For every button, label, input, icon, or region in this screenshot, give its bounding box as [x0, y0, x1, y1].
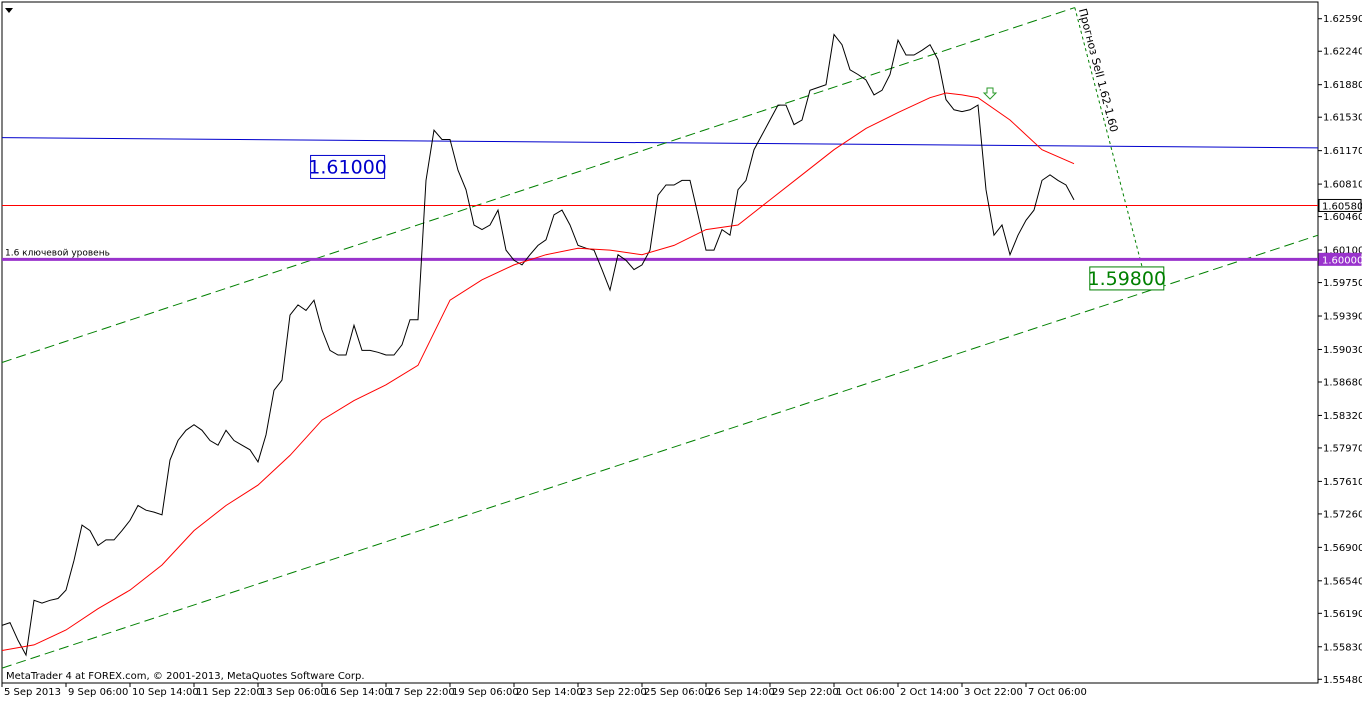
level-note: 1.6 ключевой уровень	[5, 248, 110, 258]
x-tick-label: 1 Oct 06:00	[836, 687, 895, 698]
y-tick-label: 1.56540	[1323, 576, 1362, 587]
y-tick-label: 1.60100	[1323, 246, 1362, 257]
x-tick-label: 2 Oct 14:00	[900, 687, 959, 698]
y-tick-label: 1.57610	[1323, 477, 1362, 488]
menu-triangle[interactable]	[5, 8, 13, 13]
annotation-label: 1.61000	[308, 156, 387, 178]
y-tick-label: 1.55830	[1323, 642, 1362, 653]
y-tick-label: 1.58320	[1323, 411, 1362, 422]
annotation-box	[310, 154, 386, 179]
x-tick-label: 19 Sep 06:00	[452, 687, 519, 698]
y-tick-label: 1.55480	[1323, 675, 1362, 686]
x-tick-label: 11 Sep 22:00	[196, 687, 263, 698]
x-tick-label: 9 Sep 06:00	[68, 687, 128, 698]
x-tick-label: 25 Sep 06:00	[644, 687, 711, 698]
x-tick-label: 20 Sep 14:00	[516, 687, 583, 698]
y-tick-label: 1.56900	[1323, 543, 1362, 554]
level-label-box	[1318, 198, 1362, 212]
trendline	[1, 234, 1319, 669]
footer: MetaTrader 4 at FOREX.com, © 2001-2013, …	[6, 671, 365, 682]
level-label-box	[1318, 252, 1362, 266]
y-tick-label: 1.61880	[1323, 80, 1362, 91]
annotation-box	[1089, 266, 1165, 291]
y-tick-label: 1.56190	[1323, 609, 1362, 620]
trendline	[1, 137, 1319, 149]
x-tick-label: 23 Sep 22:00	[580, 687, 647, 698]
plot-frame	[1, 1, 1319, 684]
y-tick-label: 1.61170	[1323, 146, 1362, 157]
x-tick-label: 7 Oct 06:00	[1028, 687, 1087, 698]
y-tick-label: 1.62240	[1323, 47, 1362, 58]
y-tick-label: 1.59750	[1323, 278, 1362, 289]
x-tick-label: 13 Sep 06:00	[260, 687, 327, 698]
x-tick-label: 26 Sep 14:00	[708, 687, 775, 698]
level-label: 1.60000	[1322, 255, 1362, 266]
y-tick-label: 1.57260	[1323, 509, 1362, 520]
x-tick-label: 17 Sep 22:00	[388, 687, 455, 698]
y-tick-label: 1.59030	[1323, 345, 1362, 356]
arrow-icon	[982, 87, 998, 100]
y-tick-label: 1.57970	[1323, 443, 1362, 454]
trendline	[1, 7, 1075, 363]
price-line	[1, 33, 1075, 657]
y-tick-label: 1.61530	[1323, 113, 1362, 124]
annotation-label: 1.59800	[1088, 268, 1167, 290]
x-tick-label: 16 Sep 14:00	[324, 687, 391, 698]
y-tick-label: 1.60810	[1323, 180, 1362, 191]
x-tick-label: 5 Sep 2013	[4, 687, 61, 698]
level-label: 1.60580	[1322, 201, 1362, 212]
x-tick-label: 10 Sep 14:00	[132, 687, 199, 698]
y-tick-label: 1.58680	[1323, 377, 1362, 388]
y-tick-label: 1.59390	[1323, 312, 1362, 323]
y-tick-label: 1.62590	[1323, 14, 1362, 25]
moving-average	[1, 92, 1075, 651]
y-tick-label: 1.60460	[1323, 212, 1362, 223]
x-tick-label: 3 Oct 22:00	[964, 687, 1023, 698]
x-tick-label: 29 Sep 22:00	[772, 687, 839, 698]
